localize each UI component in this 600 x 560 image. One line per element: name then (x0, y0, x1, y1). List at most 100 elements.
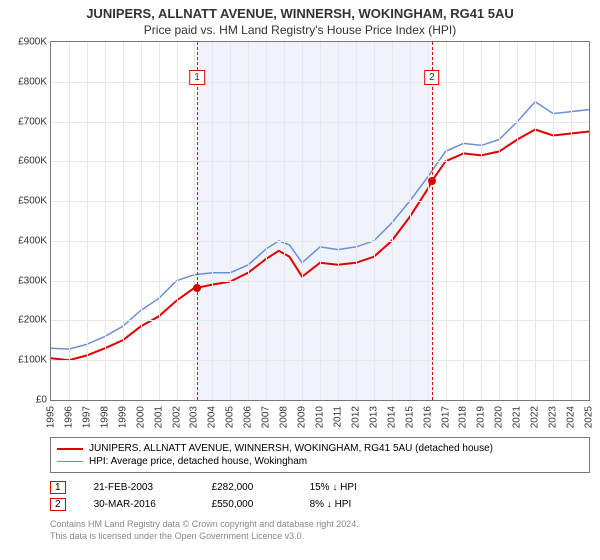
event-row-delta: 8% ↓ HPI (310, 499, 352, 510)
event-marker-dot (193, 284, 201, 292)
xtick-label: 2003 (189, 406, 200, 428)
gridline-vertical (374, 42, 375, 400)
gridline-vertical (69, 42, 70, 400)
legend-row: JUNIPERS, ALLNATT AVENUE, WINNERSH, WOKI… (57, 442, 583, 455)
events-table: 1 21-FEB-2003 £282,000 15% ↓ HPI 2 30-MAR-201… (50, 479, 590, 513)
event-row-price: £282,000 (212, 482, 282, 493)
footer-line-1: Contains HM Land Registry data © Crown c… (50, 519, 590, 531)
event-row-badge: 2 (50, 498, 66, 511)
event-row: 2 30-MAR-2016 £550,000 8% ↓ HPI (50, 496, 590, 513)
xtick-label: 2009 (297, 406, 308, 428)
xtick-label: 2016 (422, 406, 433, 428)
gridline-vertical (212, 42, 213, 400)
ytick-label: £500K (18, 196, 47, 207)
footer-attribution: Contains HM Land Registry data © Crown c… (50, 519, 590, 542)
event-row-date: 21-FEB-2003 (94, 482, 184, 493)
xtick-label: 2007 (261, 406, 272, 428)
ytick-label: £200K (18, 315, 47, 326)
ytick-label: £100K (18, 355, 47, 366)
event-badge: 2 (424, 70, 440, 85)
footer-line-2: This data is licensed under the Open Gov… (50, 531, 590, 543)
gridline-vertical (87, 42, 88, 400)
ytick-label: £400K (18, 235, 47, 246)
legend-row: HPI: Average price, detached house, Woki… (57, 455, 583, 468)
chart-title: JUNIPERS, ALLNATT AVENUE, WINNERSH, WOKI… (0, 0, 600, 21)
xtick-label: 2025 (584, 406, 595, 428)
legend-label: HPI: Average price, detached house, Woki… (89, 456, 307, 467)
event-line (432, 42, 433, 400)
xtick-label: 2014 (386, 406, 397, 428)
xtick-label: 2006 (243, 406, 254, 428)
gridline-vertical (159, 42, 160, 400)
event-row-price: £550,000 (212, 499, 282, 510)
xtick-label: 2019 (476, 406, 487, 428)
legend-swatch (57, 461, 83, 462)
gridline-vertical (177, 42, 178, 400)
xtick-label: 2024 (566, 406, 577, 428)
gridline-vertical (230, 42, 231, 400)
xtick-label: 2002 (171, 406, 182, 428)
xtick-label: 2012 (350, 406, 361, 428)
gridline-vertical (410, 42, 411, 400)
ytick-label: £900K (18, 37, 47, 48)
xtick-label: 2005 (225, 406, 236, 428)
event-row: 1 21-FEB-2003 £282,000 15% ↓ HPI (50, 479, 590, 496)
gridline-vertical (141, 42, 142, 400)
event-marker-dot (428, 177, 436, 185)
legend: JUNIPERS, ALLNATT AVENUE, WINNERSH, WOKI… (50, 437, 590, 473)
gridline-vertical (535, 42, 536, 400)
event-badge: 1 (189, 70, 205, 85)
xtick-label: 2020 (494, 406, 505, 428)
xtick-label: 2021 (512, 406, 523, 428)
event-line (197, 42, 198, 400)
chart-container: JUNIPERS, ALLNATT AVENUE, WINNERSH, WOKI… (0, 0, 600, 560)
gridline-vertical (463, 42, 464, 400)
ytick-label: £600K (18, 156, 47, 167)
ytick-label: £300K (18, 275, 47, 286)
xtick-label: 2011 (332, 406, 343, 428)
gridline-vertical (248, 42, 249, 400)
gridline-vertical (356, 42, 357, 400)
gridline-vertical (446, 42, 447, 400)
xtick-label: 2010 (315, 406, 326, 428)
gridline-vertical (428, 42, 429, 400)
legend-swatch (57, 448, 83, 450)
event-row-delta: 15% ↓ HPI (310, 482, 357, 493)
legend-label: JUNIPERS, ALLNATT AVENUE, WINNERSH, WOKI… (89, 443, 493, 454)
gridline-vertical (392, 42, 393, 400)
gridline-vertical (123, 42, 124, 400)
gridline-vertical (481, 42, 482, 400)
xtick-label: 2017 (440, 406, 451, 428)
xtick-label: 2023 (548, 406, 559, 428)
xtick-label: 1998 (99, 406, 110, 428)
gridline-vertical (517, 42, 518, 400)
ytick-label: £0 (36, 395, 47, 406)
gridline-vertical (105, 42, 106, 400)
gridline-vertical (194, 42, 195, 400)
chart-subtitle: Price paid vs. HM Land Registry's House … (0, 21, 600, 41)
gridline-vertical (284, 42, 285, 400)
xtick-label: 1997 (81, 406, 92, 428)
gridline-vertical (571, 42, 572, 400)
xtick-label: 1996 (63, 406, 74, 428)
xtick-label: 2022 (530, 406, 541, 428)
gridline-vertical (499, 42, 500, 400)
ytick-label: £800K (18, 76, 47, 87)
event-row-date: 30-MAR-2016 (94, 499, 184, 510)
gridline-vertical (266, 42, 267, 400)
xtick-label: 2008 (279, 406, 290, 428)
plot-area: £0£100K£200K£300K£400K£500K£600K£700K£80… (50, 41, 590, 401)
xtick-label: 2018 (458, 406, 469, 428)
xtick-label: 2000 (135, 406, 146, 428)
gridline-vertical (320, 42, 321, 400)
gridline-vertical (338, 42, 339, 400)
event-row-badge: 1 (50, 481, 66, 494)
xtick-label: 1999 (117, 406, 128, 428)
gridline-vertical (302, 42, 303, 400)
xtick-label: 2001 (153, 406, 164, 428)
xtick-label: 2004 (207, 406, 218, 428)
xtick-label: 1995 (46, 406, 57, 428)
xtick-label: 2013 (368, 406, 379, 428)
gridline-vertical (553, 42, 554, 400)
xtick-label: 2015 (404, 406, 415, 428)
